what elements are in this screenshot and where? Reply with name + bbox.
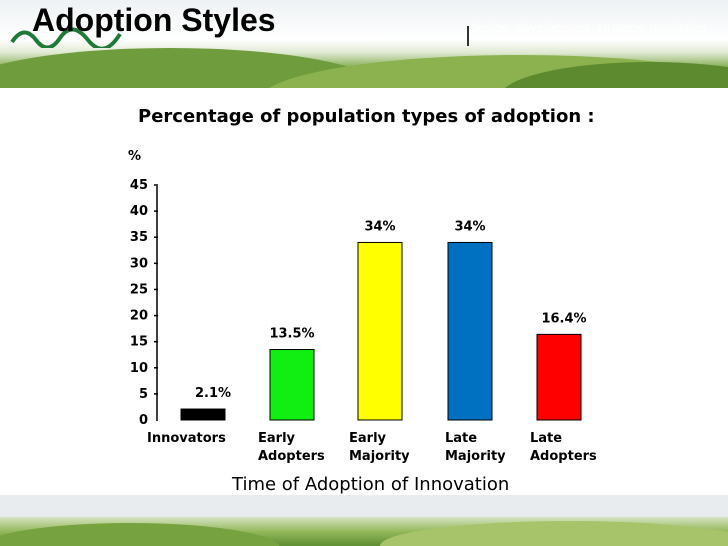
tagline-divider — [467, 26, 469, 46]
y-tick-label: 5 — [139, 387, 148, 402]
header-tagline: design. development. strategy. marketing… — [470, 20, 711, 35]
y-tick-label: 20 — [130, 309, 148, 324]
x-axis-title: Time of Adoption of Innovation — [232, 474, 510, 495]
x-tick-label: Majority — [445, 449, 506, 464]
footer-hill — [0, 523, 280, 546]
chart-title: Percentage of population types of adopti… — [138, 106, 595, 127]
y-tick-label: 30 — [130, 256, 148, 271]
bar — [269, 349, 315, 421]
x-tick-label: Early — [258, 431, 296, 446]
data-label: 2.1% — [195, 386, 231, 401]
y-axis-label: % — [128, 149, 141, 164]
y-tick-label: 40 — [130, 204, 148, 219]
x-tick-label: Adopters — [258, 449, 325, 464]
data-label: 34% — [454, 219, 485, 234]
data-label: 34% — [364, 219, 395, 234]
data-label: 16.4% — [541, 311, 586, 326]
footer-hill — [380, 521, 728, 546]
footer-band — [0, 495, 728, 517]
y-tick-label: 35 — [130, 230, 148, 245]
logo-wave-icon — [10, 27, 122, 48]
bar — [357, 241, 403, 421]
y-tick-label: 0 — [139, 413, 148, 428]
bar — [447, 241, 493, 421]
x-tick-label: Adopters — [530, 449, 597, 464]
x-tick-label: Innovators — [147, 431, 226, 446]
footer-landscape — [0, 517, 728, 546]
x-tick-label: Early — [349, 431, 387, 446]
x-tick-label: Late — [445, 431, 477, 446]
bar — [536, 333, 582, 421]
header-banner: design. development. strategy. marketing… — [0, 0, 728, 88]
y-tick-label: 10 — [130, 361, 148, 376]
y-tick-label: 25 — [130, 282, 148, 297]
bar — [180, 408, 226, 421]
data-label: 13.5% — [269, 327, 314, 342]
y-tick-label: 45 — [130, 178, 148, 193]
page-title: Adoption Styles — [32, 2, 276, 38]
x-tick-label: Majority — [349, 449, 410, 464]
x-tick-label: Late — [530, 431, 562, 446]
y-tick-label: 15 — [130, 335, 148, 350]
